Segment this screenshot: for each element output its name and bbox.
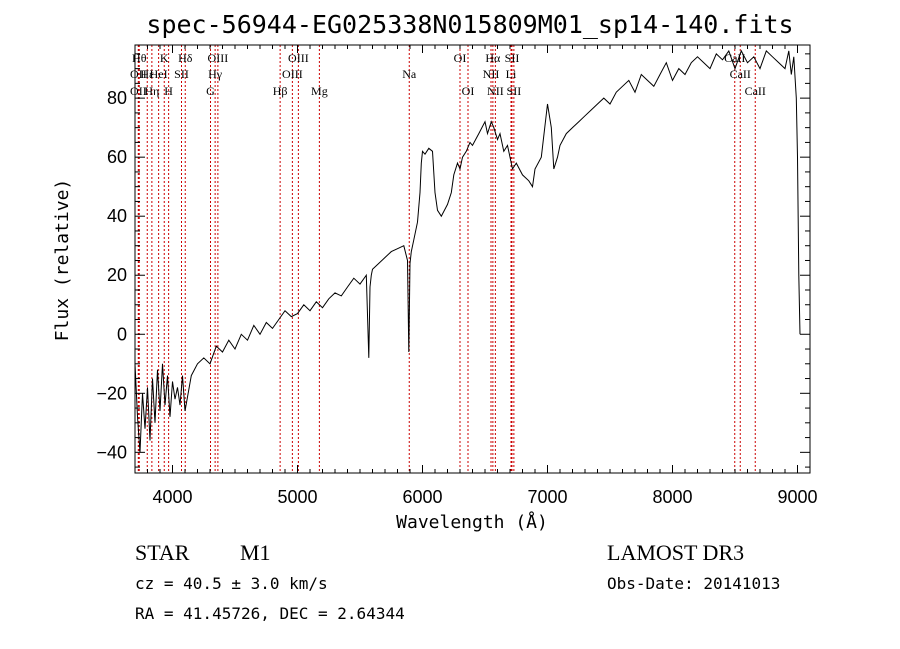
x-tick-label: 8000 [652,487,692,507]
line-markers [137,45,756,473]
line-marker-label: CaII [730,67,751,81]
line-marker-label: Hδ [178,51,193,65]
line-marker-label: H [164,84,173,98]
x-tick-label: 6000 [402,487,442,507]
x-axis: 4000 5000 6000 7000 8000 9000 [134,45,818,507]
line-marker-label: SII [174,67,189,81]
line-marker-label: OII [130,67,147,81]
y-tick-label: 60 [107,147,127,167]
y-tick-label: 40 [107,206,127,226]
x-tick-label: 4000 [152,487,192,507]
line-marker-label: OIII [282,67,303,81]
line-marker-label: Hη [144,84,159,98]
y-tick-label: 20 [107,265,127,285]
chart-title: spec-56944-EG025338N015809M01_sp14-140.f… [146,10,793,39]
y-tick-label: 80 [107,88,127,108]
line-marker-label: Hε [140,67,154,81]
line-marker-label: Hβ [273,84,288,98]
line-marker-label: K [160,51,169,65]
x-tick-label: 7000 [527,487,567,507]
y-tick-label: −20 [96,383,127,403]
line-marker-labels: HθOIIOIIHεHηHeIKHSIIHδGHγOIIIHβOIIIOIIIM… [130,51,766,98]
line-marker-label: Hα [485,51,501,65]
ra-dec: RA = 41.45726, DEC = 2.64344 [135,604,405,623]
line-marker-label: OII [130,84,147,98]
y-axis-label: Flux (relative) [52,179,73,342]
object-class: STAR [135,540,190,565]
x-axis-label: Wavelength (Å) [396,511,548,533]
redshift-cz: cz = 40.5 ± 3.0 km/s [135,574,328,593]
line-marker-label: OIII [208,51,229,65]
line-marker-label: Hθ [132,51,147,65]
obs-date: Obs-Date: 20141013 [607,574,780,593]
line-marker-label: NII [483,67,500,81]
y-tick-label: −40 [96,442,127,462]
spectrum-line [134,49,801,453]
line-marker-label: Na [402,67,417,81]
plot-frame [134,44,811,474]
line-marker-label: SII [505,51,520,65]
survey-name: LAMOST DR3 [607,540,744,565]
line-marker-label: NII [487,84,504,98]
x-tick-label: 9000 [777,487,817,507]
y-axis: −40 −20 0 20 40 60 80 [96,53,810,468]
x-tick-label: 5000 [277,487,317,507]
line-marker-label: OIII [288,51,309,65]
line-marker-label: Li [506,67,517,81]
line-marker-label: OI [462,84,475,98]
line-marker-label: OI [454,51,467,65]
line-marker-label: Hγ [208,67,223,81]
object-subclass: M1 [240,540,271,565]
line-marker-label: HeI [150,67,168,81]
line-marker-label: G [206,84,215,98]
line-marker-label: Mg [311,84,328,98]
line-marker-label: SII [507,84,522,98]
y-tick-label: 0 [117,324,127,344]
line-marker-label: CaII [745,84,766,98]
